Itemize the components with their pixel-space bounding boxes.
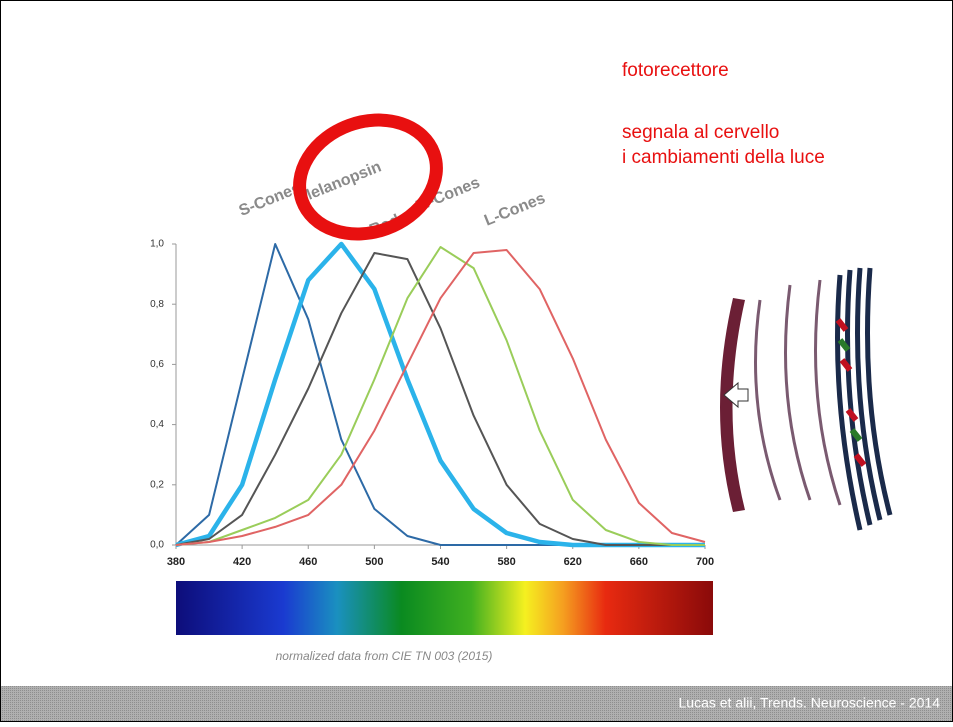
x-tick-label: 460 — [299, 556, 317, 568]
x-tick-label: 580 — [497, 556, 515, 568]
spectrum-bar — [176, 581, 713, 635]
slide-text: fotorecettore — [622, 60, 729, 81]
x-tick-label: 420 — [233, 556, 251, 568]
x-tick-label: 700 — [696, 556, 714, 568]
slide-text: segnala al cervello — [622, 122, 779, 143]
y-tick-label: 0,6 — [150, 359, 164, 370]
footer-text: Lucas et alii, Trends. Neuroscience - 20… — [679, 695, 941, 711]
x-tick-label: 500 — [365, 556, 383, 568]
y-tick-label: 0,0 — [150, 540, 164, 551]
slide-text: i cambiamenti della luce — [622, 147, 825, 168]
chart-note: normalized data from CIE TN 003 (2015) — [276, 649, 493, 663]
x-tick-label: 540 — [431, 556, 449, 568]
y-tick-label: 1,0 — [150, 239, 164, 250]
x-tick-label: 380 — [167, 556, 185, 568]
x-tick-label: 620 — [564, 556, 582, 568]
x-tick-label: 660 — [630, 556, 648, 568]
y-tick-label: 0,4 — [150, 419, 164, 430]
slide: Lucas et alii, Trends. Neuroscience - 20… — [0, 0, 953, 722]
y-tick-label: 0,2 — [150, 479, 164, 490]
y-tick-label: 0,8 — [150, 299, 164, 310]
